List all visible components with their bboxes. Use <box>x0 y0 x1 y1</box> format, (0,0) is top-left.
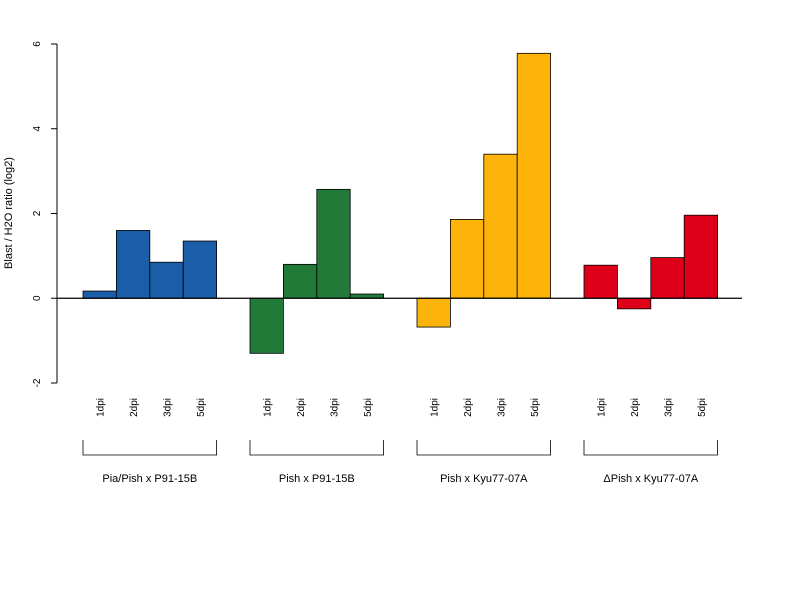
x-tick-label: 2dpi <box>630 398 641 417</box>
group-label: Pia/Pish x P91-15B <box>102 473 197 485</box>
y-tick-label: -2 <box>32 378 43 387</box>
x-tick-label: 2dpi <box>296 398 307 417</box>
x-tick-label: 1dpi <box>597 398 608 417</box>
x-tick-label: 3dpi <box>497 398 508 417</box>
x-tick-label: 1dpi <box>263 398 274 417</box>
group-bracket <box>82 440 217 456</box>
bar <box>683 214 719 299</box>
group-bracket <box>416 440 551 456</box>
bar <box>82 290 117 299</box>
y-tick-label: 4 <box>32 126 43 132</box>
x-tick-label: 5dpi <box>530 398 541 417</box>
bar <box>182 240 217 299</box>
bars <box>82 52 719 354</box>
y-tick-label: 6 <box>32 41 43 47</box>
y-tick-label: 0 <box>32 295 43 301</box>
bar <box>116 230 151 299</box>
group-label: ΔPish x Kyu77-07A <box>603 473 698 485</box>
bar <box>483 153 518 299</box>
bar <box>617 297 652 310</box>
group-bracket <box>249 440 384 456</box>
bar <box>416 297 451 328</box>
group-label: Pish x Kyu77-07A <box>440 473 528 485</box>
bar <box>650 257 685 299</box>
x-tick-label: 5dpi <box>196 398 207 417</box>
x-tick-label: 5dpi <box>363 398 374 417</box>
x-tick-label: 1dpi <box>430 398 441 417</box>
x-tick-label: 2dpi <box>463 398 474 417</box>
x-tick-label: 3dpi <box>330 398 341 417</box>
y-tick-label: 2 <box>32 210 43 216</box>
bar <box>316 188 351 299</box>
x-tick-label: 3dpi <box>664 398 675 417</box>
bar <box>516 52 552 299</box>
x-tick-labels: 1dpi 2dpi 3dpi 5dpi 1dpi 2dpi 3dpi 5dpi 1dpi 2dpi… <box>96 398 708 417</box>
y-axis-label: Blast / H2O ratio (log2) <box>3 157 15 269</box>
y-axis: -2 0 2 4 6 <box>32 41 58 387</box>
bar <box>282 263 318 299</box>
bar <box>583 264 618 299</box>
bar <box>149 261 184 299</box>
bar <box>249 297 284 354</box>
group-label: Pish x P91-15B <box>279 473 355 485</box>
x-tick-label: 3dpi <box>163 398 174 417</box>
x-tick-label: 5dpi <box>697 398 708 417</box>
group-bracket <box>583 440 718 456</box>
bar <box>449 219 485 299</box>
x-tick-label: 2dpi <box>129 398 140 417</box>
group-brackets: Pia/Pish x P91-15B Pish x P91-15B Pish x K… <box>82 440 718 485</box>
x-tick-label: 1dpi <box>96 398 107 417</box>
